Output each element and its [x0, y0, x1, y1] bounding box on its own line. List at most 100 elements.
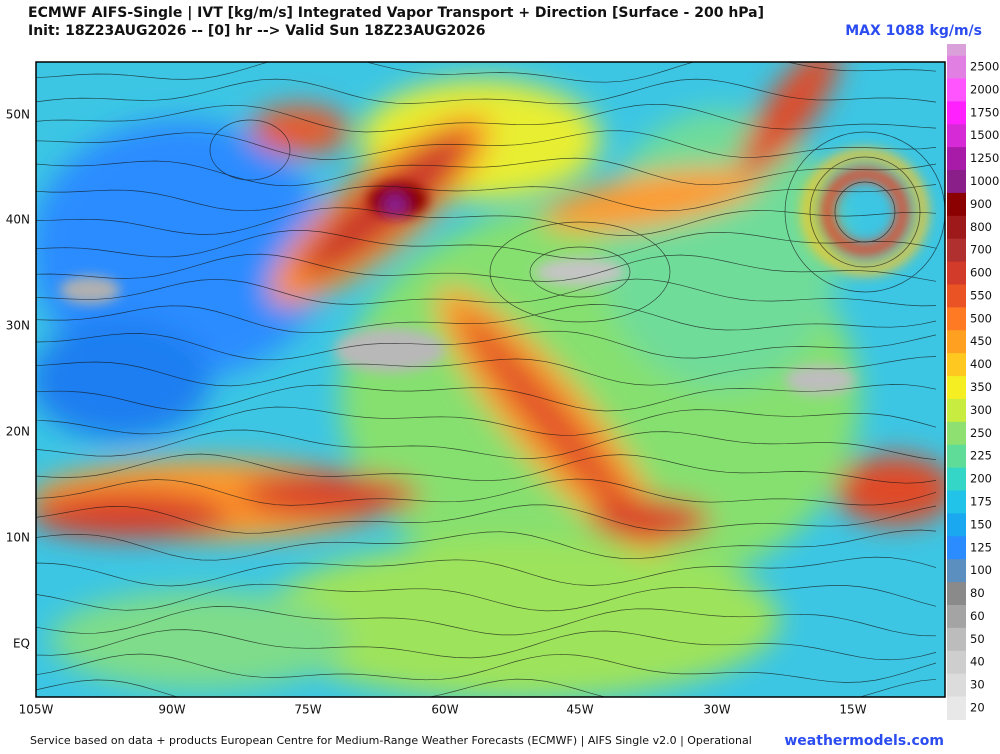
colorbar-label: 175: [970, 494, 992, 508]
streamline: [36, 230, 937, 260]
title: ECMWF AIFS-Single | IVT [kg/m/s] Integra…: [28, 5, 764, 21]
colorbar-label: 60: [970, 609, 985, 623]
colorbar-label: 350: [970, 380, 992, 394]
streamline: [36, 629, 937, 661]
colorbar-label: 800: [970, 220, 992, 234]
streamline: [36, 253, 937, 282]
max-label: MAX 1088 kg/m/s: [845, 23, 982, 39]
streamline: [36, 330, 937, 361]
colorbar-label: 1500: [970, 128, 999, 142]
streamline: [784, 131, 945, 293]
lon-label: 75W: [294, 703, 321, 717]
colorbar-cell: [947, 559, 966, 583]
colorbar-label: 900: [970, 197, 992, 211]
streamline: [834, 181, 896, 243]
streamline: [36, 504, 937, 534]
streamline: [489, 221, 671, 323]
colorbar-label: 2000: [970, 82, 999, 96]
colorbar-cell: [947, 215, 966, 240]
streamline: [36, 556, 937, 587]
lon-label: 90W: [158, 703, 185, 717]
colorbar-label: 700: [970, 243, 992, 257]
lat-label: 40N: [6, 213, 30, 227]
lon-label: 15W: [839, 703, 866, 717]
colorbar-cell: [947, 582, 966, 606]
streamline: [36, 157, 937, 187]
colorbar-cell: [947, 307, 966, 331]
colorbar-label: 125: [970, 540, 992, 554]
streamline: [529, 246, 631, 298]
streamline: [36, 78, 937, 105]
colorbar-label: 200: [970, 472, 992, 486]
colorbar-label: 2500: [970, 60, 999, 74]
streamline: [36, 453, 937, 484]
colorbar-label: 600: [970, 266, 992, 280]
colorbar-label: 550: [970, 288, 992, 302]
colorbar-cell: [947, 627, 966, 652]
footer-credit: Service based on data + products Europea…: [30, 734, 752, 747]
streamline: [36, 606, 937, 637]
streamline: [36, 384, 937, 412]
colorbar-cell: [947, 192, 966, 217]
streamline: [36, 304, 937, 334]
colorbar-cell: [947, 604, 966, 629]
streamline: [36, 583, 937, 612]
streamline: [209, 119, 291, 181]
colorbar-cell: [947, 673, 966, 698]
colorbar-cell: [947, 376, 966, 400]
colorbar-cell: [947, 467, 966, 492]
colorbar-label: 150: [970, 517, 992, 531]
colorbar-cell: [947, 124, 966, 148]
colorbar-cell: [947, 147, 966, 171]
colorbar-cap: [947, 44, 966, 56]
map-frame: [35, 61, 946, 698]
colorbar-cell: [947, 353, 966, 377]
lon-label: 105W: [19, 703, 54, 717]
colorbar-cell: [947, 398, 966, 423]
colorbar-cell: [947, 238, 966, 263]
streamline: [36, 678, 937, 697]
lat-label: 10N: [6, 531, 30, 545]
colorbar-label: 40: [970, 655, 985, 669]
colorbar-cell: [947, 55, 966, 79]
colorbar-cell: [947, 650, 966, 675]
colorbar-cell: [947, 284, 966, 308]
colorbar-cell: [947, 513, 966, 537]
colorbar-label: 20: [970, 701, 985, 715]
lat-label: 20N: [6, 425, 30, 439]
ivt-map: [36, 62, 945, 697]
streamline: [36, 62, 937, 83]
streamline: [36, 130, 937, 160]
colorbar-cell: [947, 696, 966, 720]
colorbar-cell: [947, 536, 966, 560]
streamline: [36, 103, 937, 133]
streamline: [36, 278, 937, 307]
streamline: [36, 406, 937, 436]
subtitle: Init: 18Z23AUG2026 -- [0] hr --> Valid S…: [28, 23, 485, 39]
colorbar-label: 50: [970, 632, 985, 646]
streamline: [36, 653, 937, 683]
colorbar-label: 1250: [970, 151, 999, 165]
colorbar-label: 30: [970, 678, 985, 692]
colorbar-label: 1000: [970, 174, 999, 188]
lon-label: 30W: [703, 703, 730, 717]
colorbar-label: 100: [970, 563, 992, 577]
colorbar-cell: [947, 444, 966, 469]
lon-label: 60W: [431, 703, 458, 717]
lat-label: EQ: [13, 637, 30, 651]
lon-label: 45W: [566, 703, 593, 717]
colorbar-label: 450: [970, 334, 992, 348]
colorbar-cell: [947, 78, 966, 102]
colorbar-label: 400: [970, 357, 992, 371]
colorbar-label: 225: [970, 449, 992, 463]
streamline: [809, 156, 921, 268]
colorbar-cell: [947, 421, 966, 446]
streamline: [36, 184, 937, 212]
streamline: [36, 429, 937, 461]
lat-label: 30N: [6, 319, 30, 333]
streamline: [36, 478, 937, 506]
colorbar-cell: [947, 101, 966, 125]
footer-site: weathermodels.com: [784, 733, 944, 749]
colorbar-label: 80: [970, 586, 985, 600]
